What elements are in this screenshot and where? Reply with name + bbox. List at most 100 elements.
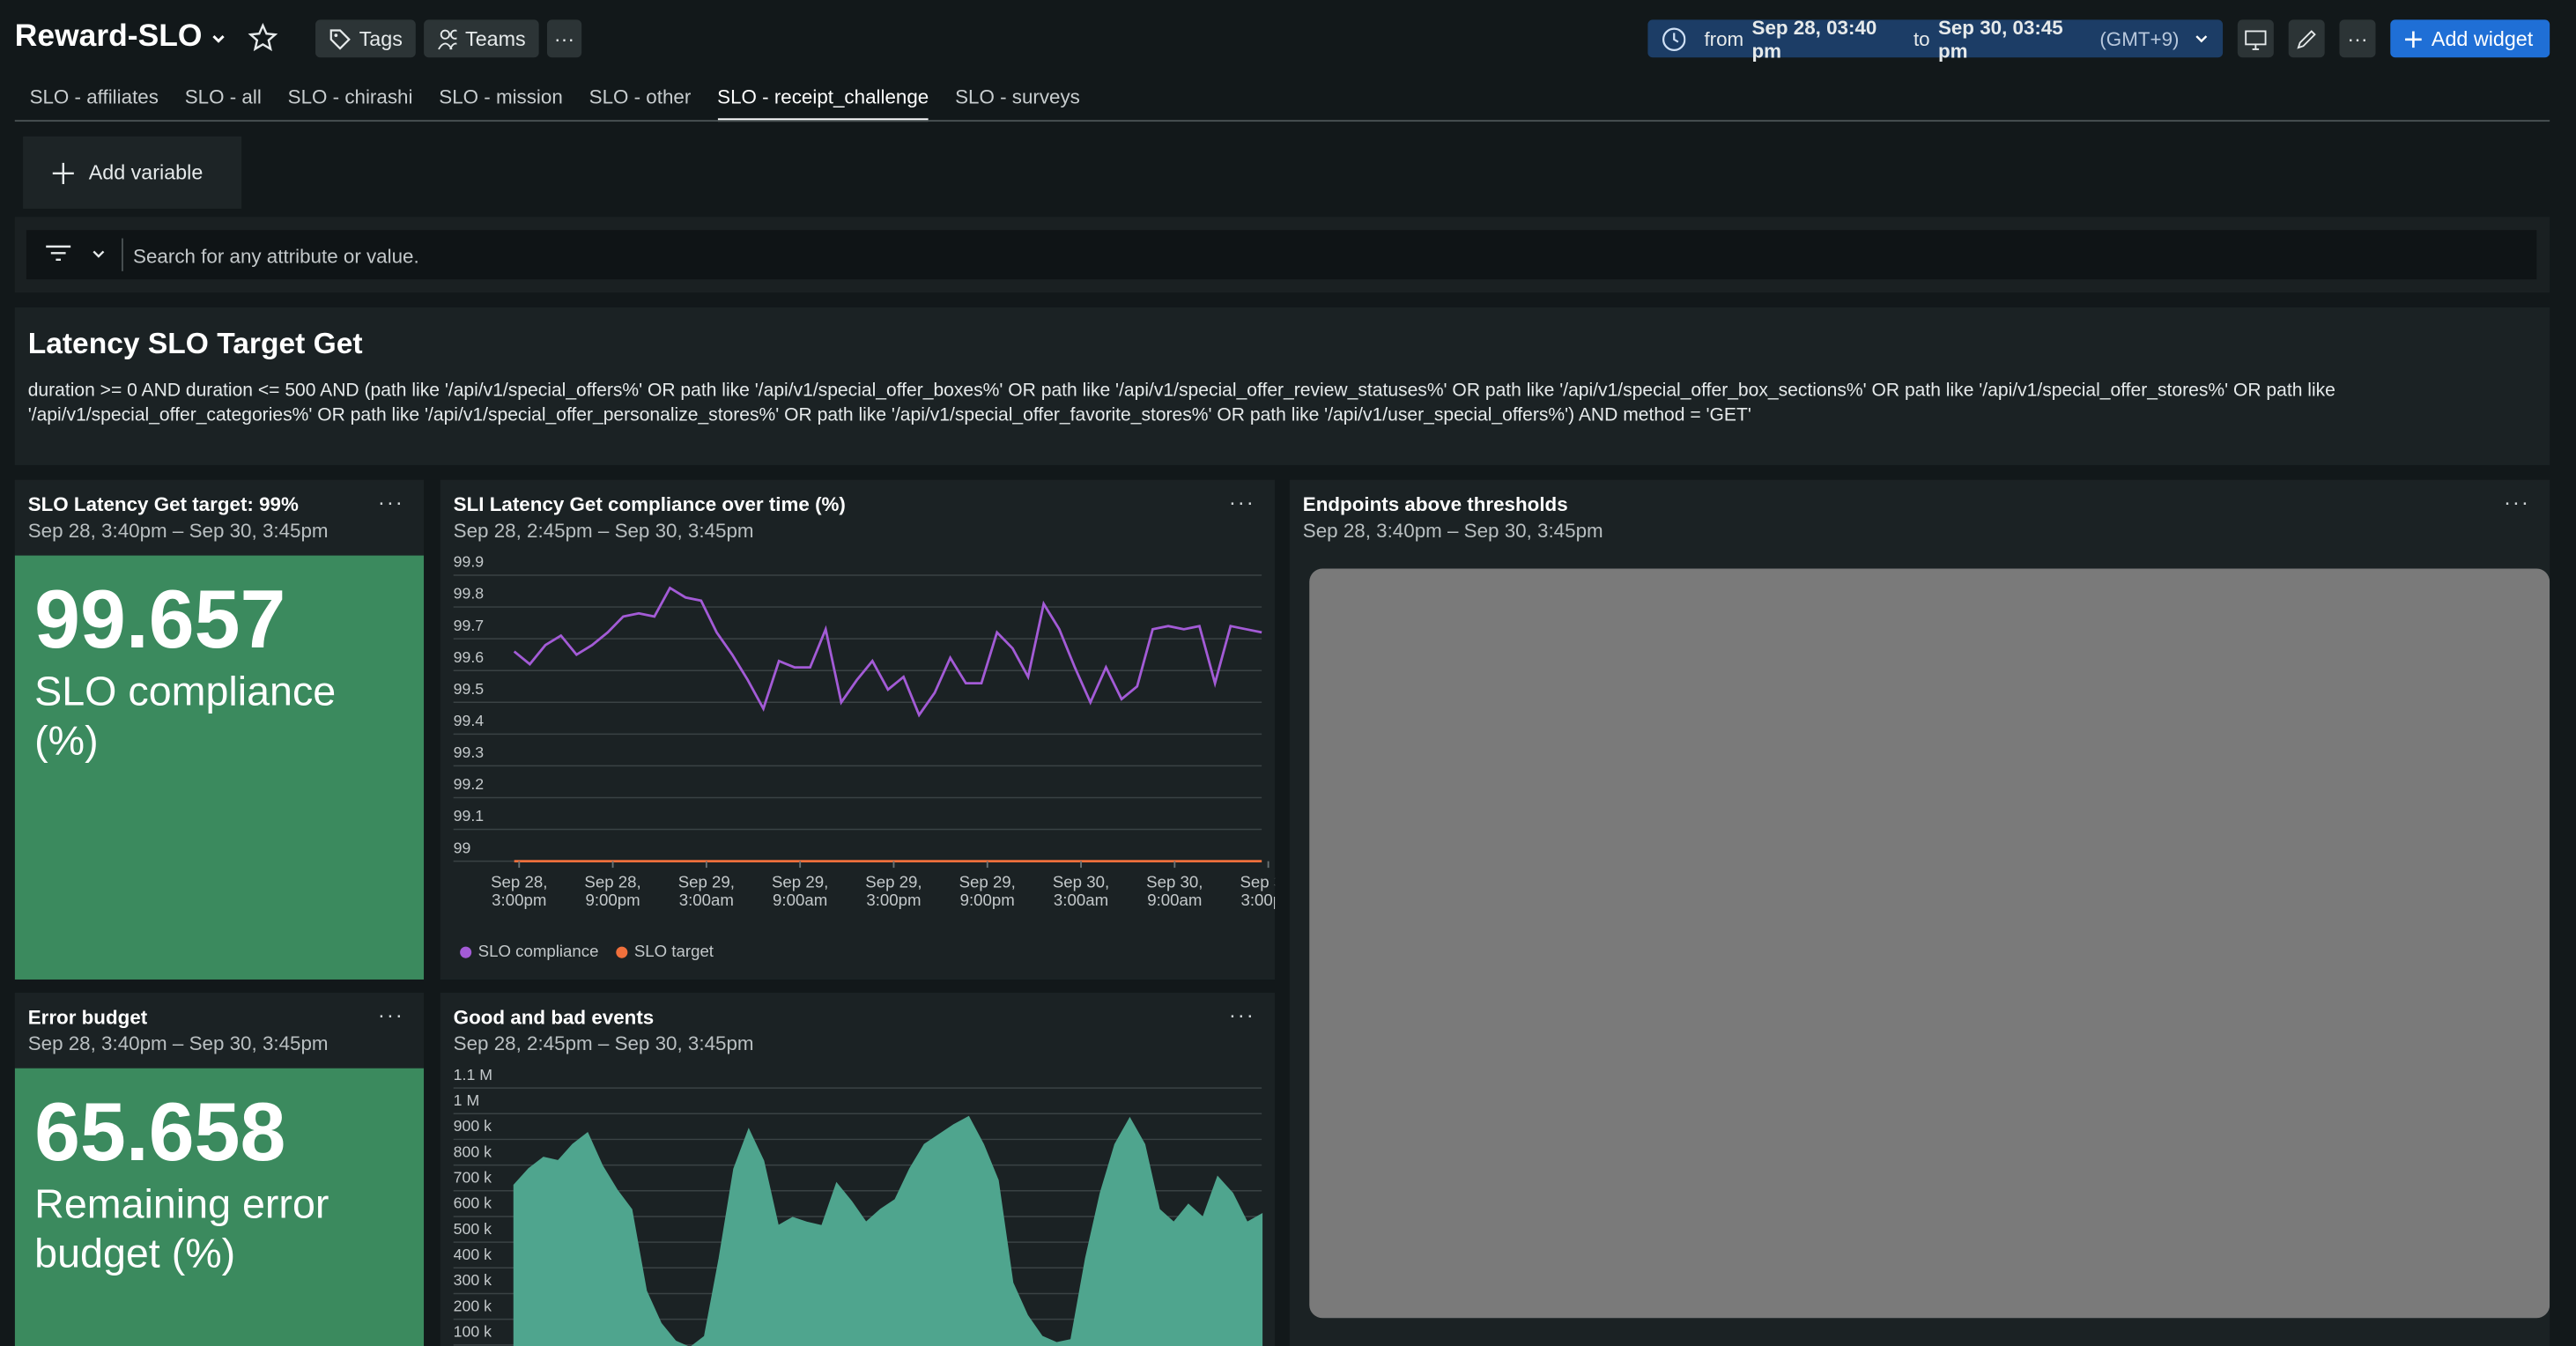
tab[interactable]: SLO - receipt_challenge <box>717 85 929 122</box>
billboard-value: 99.657 <box>34 573 286 666</box>
widget-title: SLO Latency Get target: 99% <box>27 492 299 516</box>
plus-icon <box>2405 30 2422 48</box>
legend-label: SLO compliance <box>477 943 599 962</box>
widget-menu[interactable]: ··· <box>1228 489 1255 514</box>
section-title: Latency SLO Target Get <box>27 327 363 360</box>
y-tick-label: 99 <box>454 839 471 856</box>
y-tick-label: 99.8 <box>454 585 485 603</box>
y-tick-label: 99.2 <box>454 775 484 793</box>
x-tick-label: Sep 30, 3:00am <box>1052 874 1110 911</box>
tab[interactable]: SLO - affiliates <box>29 85 159 109</box>
widget-menu[interactable]: ··· <box>377 489 404 514</box>
x-tick-label: Sep 30, 3:00pm <box>1240 874 1275 911</box>
billboard: 99.657 SLO compliance (%) <box>14 555 425 980</box>
widget-time: Sep 28, 3:40pm – Sep 30, 3:45pm <box>1302 519 1603 543</box>
monitor-icon <box>2245 29 2267 49</box>
section-query: duration >= 0 AND duration <= 500 AND (p… <box>27 381 2335 426</box>
widget-menu[interactable]: ··· <box>2503 489 2530 514</box>
x-tick-label: Sep 29, 3:00pm <box>865 874 922 911</box>
y-tick-label: 700 k <box>454 1168 492 1186</box>
add-widget-button[interactable]: Add widget <box>2390 19 2550 58</box>
x-tick-label: Sep 29, 9:00am <box>771 874 829 911</box>
tab[interactable]: SLO - surveys <box>955 85 1080 109</box>
x-tick-label: Sep 29, 9:00pm <box>959 874 1016 911</box>
billboard-label: SLO compliance (%) <box>34 669 337 765</box>
tab[interactable]: SLO - all <box>184 85 262 109</box>
y-tick-label: 200 k <box>454 1297 492 1314</box>
tags-label: Tags <box>359 26 403 50</box>
widget-menu[interactable]: ··· <box>377 1002 404 1028</box>
y-tick-label: 99.7 <box>454 617 484 634</box>
more-button[interactable]: ··· <box>546 19 582 58</box>
time-zone: (GMT+9) <box>2099 26 2180 50</box>
legend-item[interactable]: SLO compliance <box>460 943 599 962</box>
search-placeholder: Search for any attribute or value. <box>133 244 419 269</box>
events-chart-widget: Good and bad events Sep 28, 2:45pm – Sep… <box>440 992 1276 1346</box>
search-box[interactable]: Search for any attribute or value. <box>26 230 2537 280</box>
series-area <box>513 1115 1263 1346</box>
y-tick-label: 900 k <box>454 1117 492 1135</box>
add-variable-button[interactable]: Add variable <box>23 136 242 209</box>
widget-time: Sep 28, 3:40pm – Sep 30, 3:45pm <box>27 1032 329 1055</box>
y-tick-label: 300 k <box>454 1271 492 1289</box>
y-tick-label: 1 M <box>454 1091 480 1109</box>
pencil-icon <box>2297 29 2316 48</box>
widget-time: Sep 28, 2:45pm – Sep 30, 3:45pm <box>453 1032 754 1055</box>
time-start: Sep 28, 03:40 pm <box>1751 15 1877 62</box>
y-tick-label: 99.3 <box>454 743 485 761</box>
y-tick-label: 500 k <box>454 1220 492 1238</box>
tab[interactable]: SLO - mission <box>439 85 563 109</box>
chart-plot: 100 k 200 k 300 k 400 k 500 k 600 k 700 k 800 k… <box>453 1066 1263 1346</box>
time-chevron <box>2196 34 2209 42</box>
widget-title: SLI Latency Get compliance over time (%) <box>453 492 846 516</box>
legend-swatch <box>460 946 472 958</box>
teams-icon <box>438 28 457 49</box>
y-tick-label: 800 k <box>454 1143 492 1160</box>
dashboard-title[interactable]: Reward-SLO <box>14 19 203 55</box>
x-tick-label: Sep 30, 9:00am <box>1146 874 1203 911</box>
chart-plot: 99 99.1 99.2 99.3 99.4 99.5 99.6 99.7 99.8 99.9 <box>453 553 1269 869</box>
billboard-label: Remaining error budget (%) <box>34 1181 329 1277</box>
compliance-chart-widget: SLI Latency Get compliance over time (%)… <box>440 479 1276 980</box>
tab[interactable]: SLO - other <box>588 85 692 109</box>
teams-button[interactable]: Teams <box>424 19 539 58</box>
add-widget-label: Add widget <box>2431 26 2534 50</box>
y-tick-label: 100 k <box>454 1322 492 1340</box>
tags-button[interactable]: Tags <box>315 19 416 58</box>
teams-label: Teams <box>465 26 526 50</box>
y-tick-label: 99.5 <box>454 680 485 698</box>
error-budget-widget: Error budget Sep 28, 3:40pm – Sep 30, 3:… <box>14 992 425 1346</box>
legend-item[interactable]: SLO target <box>616 943 714 962</box>
x-tick-label: Sep 28, 3:00pm <box>491 874 548 911</box>
legend-swatch <box>616 946 628 958</box>
time-end: Sep 30, 03:45 pm <box>1937 15 2063 62</box>
table-placeholder <box>1309 568 2550 1319</box>
x-tick-label: Sep 29, 3:00am <box>677 874 736 911</box>
compliance-widget: SLO Latency Get target: 99% Sep 28, 3:40… <box>14 479 425 980</box>
tab[interactable]: SLO - chirashi <box>287 85 413 109</box>
options-button[interactable]: ··· <box>2339 19 2376 58</box>
title-chevron[interactable] <box>211 31 227 48</box>
edit-button[interactable] <box>2288 19 2325 58</box>
time-picker[interactable]: from Sep 28, 03:40 pm to Sep 30, 03:45 p… <box>1647 16 2224 62</box>
series-line <box>513 586 1262 718</box>
legend-label: SLO target <box>633 943 714 962</box>
plus-icon <box>52 161 74 184</box>
y-tick-label: 400 k <box>454 1246 492 1263</box>
y-tick-label: 99.1 <box>454 807 484 825</box>
x-tick-label: Sep 28, 9:00pm <box>584 874 641 911</box>
endpoints-widget: Endpoints above thresholds Sep 28, 3:40p… <box>1289 479 2550 1346</box>
y-tick-label: 600 k <box>454 1194 492 1212</box>
widget-menu[interactable]: ··· <box>1228 1002 1255 1028</box>
filter-icon[interactable] <box>44 243 110 266</box>
section-header: Latency SLO Target Get duration >= 0 AND… <box>14 307 2550 465</box>
favorite-star[interactable] <box>248 23 278 53</box>
tv-mode-button[interactable] <box>2237 19 2274 58</box>
time-from-word: from <box>1704 26 1744 50</box>
widget-time: Sep 28, 2:45pm – Sep 30, 3:45pm <box>453 519 754 543</box>
tab-bar: SLO - affiliates SLO - all SLO - chirashi S… <box>30 85 1107 122</box>
clock-icon <box>1662 26 1686 51</box>
time-to-word: to <box>1913 26 1930 50</box>
filter-bar: Search for any attribute or value. <box>14 217 2550 293</box>
